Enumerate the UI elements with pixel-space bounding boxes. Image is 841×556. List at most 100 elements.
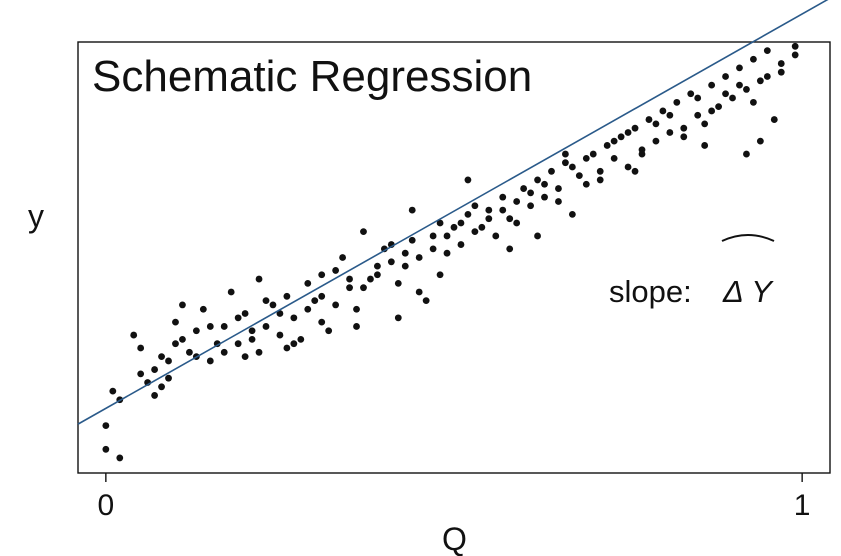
data-point [631, 167, 639, 175]
data-point [429, 245, 437, 253]
data-point [262, 297, 270, 304]
data-point [589, 150, 597, 158]
data-point [394, 279, 402, 287]
data-point [353, 305, 360, 313]
data-point [346, 284, 353, 292]
data-point [137, 344, 145, 352]
data-point [624, 163, 632, 171]
data-point [276, 331, 284, 339]
data-point [151, 366, 158, 373]
data-point [192, 327, 200, 335]
data-point [199, 305, 207, 313]
data-point [478, 223, 486, 231]
data-point [408, 206, 416, 214]
data-point [346, 275, 353, 283]
data-point [652, 137, 660, 145]
data-point [617, 133, 625, 141]
data-point [172, 318, 179, 326]
chart-title: Schematic Regression [92, 52, 532, 101]
data-point [457, 219, 465, 227]
hat-accent [721, 234, 775, 242]
data-point [582, 154, 590, 162]
data-point [756, 77, 764, 85]
data-point [429, 232, 437, 240]
x-axis-label: Q [442, 521, 467, 556]
data-point [513, 219, 521, 227]
data-point [763, 47, 771, 55]
data-point [513, 198, 521, 205]
data-point [415, 288, 423, 296]
data-point [297, 335, 305, 343]
data-point [666, 111, 674, 119]
data-point [318, 292, 326, 300]
data-point [179, 335, 186, 343]
data-point [415, 254, 423, 261]
data-point [220, 323, 228, 330]
data-point [151, 392, 158, 399]
data-point [408, 236, 416, 244]
data-point [694, 94, 702, 102]
data-point [722, 73, 729, 80]
data-point [485, 206, 493, 214]
data-point [499, 206, 507, 214]
data-point [318, 271, 326, 279]
data-point [673, 98, 681, 106]
data-point [506, 215, 514, 223]
data-point [680, 124, 688, 132]
data-point [722, 90, 729, 98]
data-point [332, 301, 340, 309]
data-point [457, 241, 465, 248]
data-point [116, 454, 124, 462]
data-point [304, 279, 312, 287]
data-point [729, 94, 736, 102]
data-point [374, 262, 381, 270]
data-point [499, 193, 507, 201]
data-point [777, 68, 785, 76]
x-tick-label: 0 [98, 489, 115, 522]
data-point [471, 202, 479, 210]
data-point [332, 267, 340, 274]
data-point [137, 370, 145, 378]
data-point [387, 258, 395, 266]
data-point [422, 297, 430, 304]
data-point [248, 335, 256, 343]
data-point [631, 124, 639, 132]
data-point [736, 64, 743, 72]
data-point [255, 275, 263, 283]
data-point [582, 180, 590, 188]
data-point [360, 228, 367, 236]
data-point [339, 254, 346, 261]
data-point [541, 193, 548, 201]
data-point [464, 211, 472, 218]
data-point [555, 185, 562, 192]
data-point [227, 288, 235, 296]
data-point [791, 51, 799, 59]
data-point [283, 344, 291, 352]
data-point [471, 228, 479, 236]
data-point [255, 348, 263, 356]
data-point [234, 340, 242, 348]
data-point [165, 374, 172, 382]
data-point [694, 111, 702, 119]
data-point [750, 55, 757, 63]
data-point [158, 353, 165, 361]
data-point [443, 249, 451, 257]
data-point [701, 120, 709, 128]
data-point [541, 180, 548, 188]
data-point [186, 348, 193, 356]
data-point [534, 176, 541, 184]
data-point [318, 318, 326, 326]
data-point [562, 159, 569, 167]
data-point [241, 310, 249, 317]
x-tick-label: 1 [794, 489, 811, 522]
data-point [506, 245, 514, 253]
data-point [743, 86, 750, 93]
data-point [206, 357, 214, 365]
data-point [520, 185, 528, 192]
data-point [436, 271, 444, 279]
data-point [575, 172, 583, 180]
data-point [701, 142, 709, 149]
data-point [485, 215, 493, 223]
data-point [652, 120, 660, 128]
data-point [610, 154, 618, 162]
